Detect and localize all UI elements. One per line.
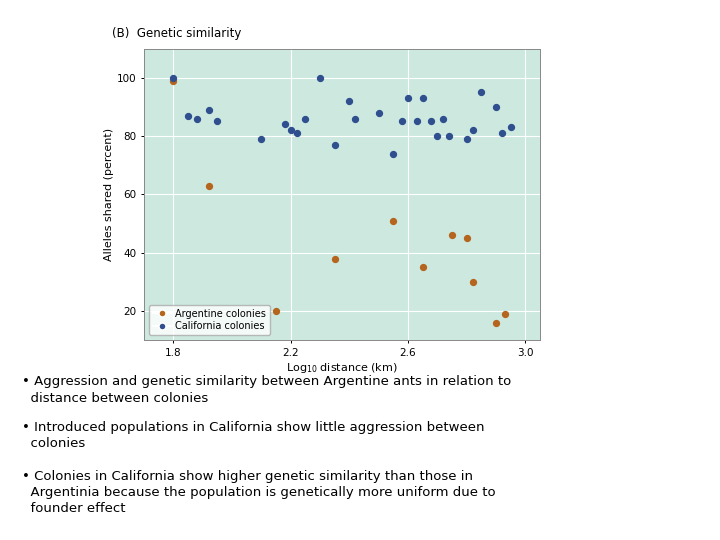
Point [182,111,194,120]
Text: • Colonies in California show higher genetic similarity than those in: • Colonies in California show higher gen… [22,470,472,483]
Point [397,117,408,126]
Point [490,103,502,111]
Text: Argentinia because the population is genetically more uniform due to: Argentinia because the population is gen… [22,486,495,499]
Point [279,120,291,129]
Point [329,254,341,263]
Point [387,217,399,225]
Point [212,117,223,126]
Text: (B)  Genetic similarity: (B) Genetic similarity [112,27,242,40]
Text: • Aggression and genetic similarity between Argentine ants in relation to: • Aggression and genetic similarity betw… [22,375,511,388]
Point [496,129,508,138]
Point [270,307,282,315]
Point [461,234,472,242]
Point [467,126,478,134]
Point [411,117,423,126]
Text: • Introduced populations in California show little aggression between: • Introduced populations in California s… [22,421,484,434]
Point [402,94,414,103]
Point [417,94,428,103]
Text: colonies: colonies [22,437,85,450]
Point [168,73,179,82]
X-axis label: Log$_{10}$ distance (km): Log$_{10}$ distance (km) [286,361,398,375]
Y-axis label: Alleles shared (percent): Alleles shared (percent) [104,128,114,261]
Point [476,88,487,97]
Point [314,73,325,82]
Point [499,309,510,318]
Point [329,140,341,149]
Point [285,126,297,134]
Point [431,132,443,140]
Point [446,231,458,240]
Text: 10. 8(2)  Aggression and genetic similarity between Argentine ants: 10. 8(2) Aggression and genetic similari… [6,11,454,24]
Point [373,109,384,117]
Point [505,123,516,132]
Point [168,76,179,85]
Point [343,97,355,105]
Point [461,134,472,143]
Point [300,114,311,123]
Point [490,319,502,327]
Point [203,181,215,190]
Point [256,134,267,143]
Point [438,114,449,123]
Point [467,278,478,286]
Text: distance between colonies: distance between colonies [22,392,208,404]
Text: founder effect: founder effect [22,502,125,515]
Legend: Argentine colonies, California colonies: Argentine colonies, California colonies [149,305,270,335]
Point [387,149,399,158]
Point [417,263,428,272]
Point [203,105,215,114]
Point [444,132,455,140]
Point [349,114,361,123]
Point [426,117,437,126]
Point [191,114,202,123]
Point [291,129,302,138]
